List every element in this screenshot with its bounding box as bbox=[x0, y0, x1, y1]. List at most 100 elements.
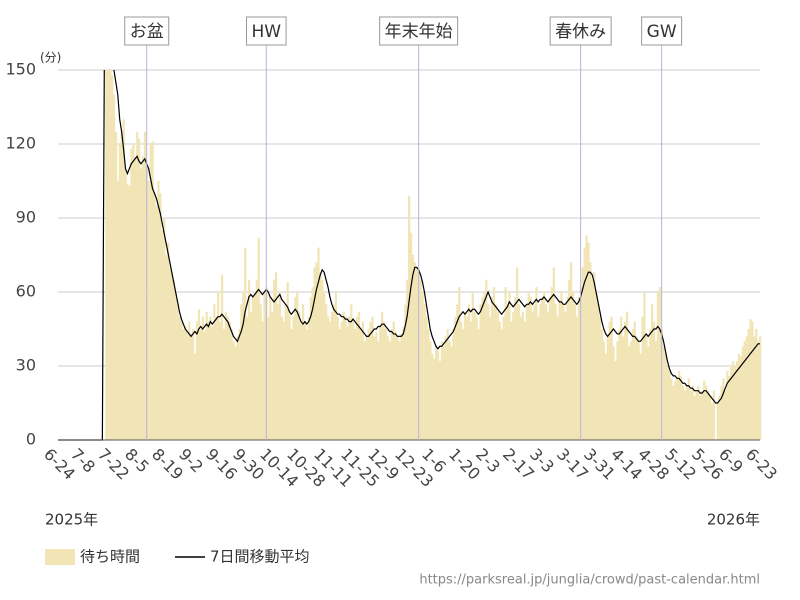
bar bbox=[593, 272, 596, 440]
bar bbox=[703, 380, 706, 440]
bar bbox=[537, 316, 540, 440]
bar bbox=[257, 237, 260, 440]
bar bbox=[413, 262, 417, 440]
bar bbox=[662, 346, 665, 440]
bar bbox=[278, 292, 282, 440]
bar bbox=[435, 346, 438, 440]
bar bbox=[111, 74, 114, 440]
bar bbox=[246, 316, 249, 440]
bar bbox=[678, 370, 681, 440]
bar bbox=[240, 304, 243, 440]
bar bbox=[269, 296, 272, 440]
bar bbox=[384, 329, 388, 440]
bar bbox=[610, 316, 613, 440]
bar bbox=[654, 341, 658, 440]
bar bbox=[735, 361, 739, 440]
bar bbox=[436, 351, 440, 440]
bar bbox=[209, 316, 212, 440]
bar bbox=[446, 329, 449, 440]
bar bbox=[249, 311, 253, 440]
bar bbox=[261, 321, 264, 440]
event-label: GW bbox=[647, 22, 677, 42]
bar bbox=[134, 156, 137, 441]
bar bbox=[251, 296, 255, 440]
bar bbox=[527, 292, 530, 440]
bar bbox=[219, 321, 222, 440]
bar bbox=[560, 292, 563, 440]
bar bbox=[529, 296, 532, 440]
bar bbox=[575, 316, 579, 440]
bar bbox=[276, 304, 280, 440]
bar bbox=[350, 304, 353, 440]
event-label: お盆 bbox=[130, 22, 164, 42]
bar bbox=[544, 304, 548, 440]
bar bbox=[487, 304, 490, 440]
bar bbox=[342, 311, 345, 440]
bar bbox=[558, 301, 561, 440]
bar bbox=[546, 311, 550, 440]
bar bbox=[120, 131, 123, 440]
y-tick-label: 0 bbox=[26, 430, 36, 449]
bar bbox=[705, 385, 708, 440]
bar bbox=[502, 316, 505, 440]
bar bbox=[157, 181, 160, 440]
bar bbox=[749, 319, 752, 440]
bar bbox=[180, 321, 183, 440]
bar bbox=[336, 316, 339, 440]
bar bbox=[305, 329, 309, 440]
bar bbox=[595, 292, 598, 440]
bar bbox=[500, 329, 503, 440]
bar bbox=[367, 329, 370, 440]
bar bbox=[222, 329, 226, 440]
bar bbox=[718, 395, 721, 440]
bar bbox=[465, 316, 469, 440]
bar bbox=[622, 336, 625, 440]
bar bbox=[238, 329, 241, 440]
bar bbox=[236, 336, 239, 440]
bar bbox=[253, 292, 256, 440]
bar bbox=[132, 144, 135, 440]
bar bbox=[612, 346, 615, 440]
bar bbox=[739, 356, 742, 440]
bar bbox=[107, 70, 110, 441]
year-start: 2025年 bbox=[45, 511, 98, 529]
bar bbox=[737, 353, 741, 440]
bar bbox=[330, 311, 334, 440]
bar bbox=[199, 329, 202, 440]
bar bbox=[620, 316, 623, 440]
bar bbox=[128, 185, 131, 440]
bar bbox=[105, 70, 108, 440]
bar bbox=[583, 247, 586, 440]
bar bbox=[649, 329, 652, 440]
bar bbox=[197, 309, 201, 440]
bar bbox=[402, 326, 405, 440]
bar bbox=[604, 353, 607, 440]
bar bbox=[352, 321, 355, 440]
y-tick-label: 120 bbox=[5, 134, 36, 153]
bar bbox=[438, 361, 442, 440]
bar bbox=[641, 316, 644, 440]
bar bbox=[732, 361, 735, 440]
bar bbox=[348, 316, 351, 440]
bar bbox=[300, 324, 303, 440]
bar bbox=[552, 267, 555, 440]
bar bbox=[332, 304, 336, 440]
bar bbox=[691, 385, 694, 440]
bar bbox=[271, 311, 274, 440]
bar bbox=[334, 292, 337, 440]
bar bbox=[525, 304, 528, 440]
bar bbox=[296, 292, 299, 440]
bar bbox=[226, 316, 229, 440]
bar bbox=[421, 292, 424, 440]
y-tick-label: 150 bbox=[5, 60, 36, 79]
bar bbox=[149, 144, 152, 440]
bar bbox=[535, 287, 538, 440]
bar bbox=[571, 292, 575, 440]
bar bbox=[259, 304, 262, 440]
bar bbox=[190, 333, 193, 440]
bar bbox=[550, 287, 553, 440]
bar bbox=[247, 279, 251, 440]
bar bbox=[282, 321, 285, 440]
bar bbox=[166, 242, 170, 440]
bar bbox=[315, 262, 318, 440]
